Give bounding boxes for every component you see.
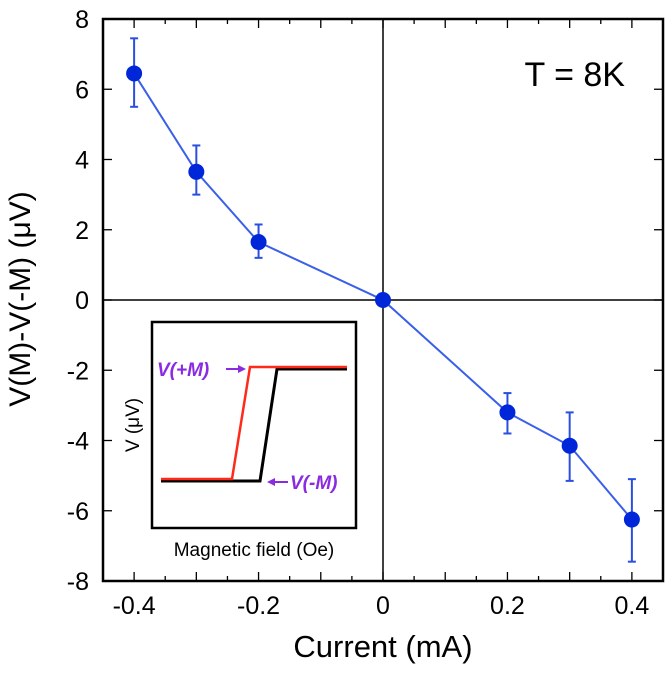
data-point xyxy=(561,437,578,454)
data-point xyxy=(188,163,205,180)
data-point xyxy=(250,234,267,251)
y-tick-label: 2 xyxy=(75,217,89,245)
y-tick-label: 0 xyxy=(75,287,89,315)
series xyxy=(126,37,640,563)
x-tick-label: 0.2 xyxy=(490,592,525,620)
x-tick-label: 0 xyxy=(376,592,390,620)
arrow-head-icon xyxy=(238,365,246,373)
y-tick-label: -2 xyxy=(67,357,89,385)
inset-x-label: Magnetic field (Oe) xyxy=(174,540,335,561)
y-tick-label: 4 xyxy=(75,147,89,175)
inset-y-label: V (μV) xyxy=(123,398,144,452)
y-tick-label: -6 xyxy=(67,498,89,526)
x-axis-label: Current (mA) xyxy=(293,629,472,664)
data-point xyxy=(375,292,391,308)
inset-frame xyxy=(150,320,358,530)
y-tick-label: 8 xyxy=(75,6,89,34)
x-tick-label: -0.2 xyxy=(237,592,280,620)
inset-label-minus-m: V(-M) xyxy=(290,473,337,494)
inset-plot: V(+M) V(-M) Magnetic field (Oe) V (μV) xyxy=(123,320,358,561)
y-tick-label: -8 xyxy=(67,568,89,596)
y-axis-label: V(M)-V(-M) (μV) xyxy=(4,191,37,407)
y-tick-label: -4 xyxy=(67,428,89,456)
axes: -0.4 -0.2 0 0.2 0.4 8 6 4 2 0 -2 -4 -6 -8 xyxy=(67,6,665,620)
x-tick-label: 0.4 xyxy=(615,592,650,620)
inset-label-plus-m: V(+M) xyxy=(157,360,209,381)
data-point xyxy=(499,404,516,421)
inset-curve-minus-m xyxy=(161,367,347,483)
x-tick-label: -0.4 xyxy=(113,592,156,620)
inset-curve-plus-m xyxy=(161,365,347,481)
data-point xyxy=(623,511,640,528)
y-tick-label: 6 xyxy=(75,76,89,104)
data-point xyxy=(126,65,143,82)
arrow-head-icon xyxy=(267,478,275,486)
annotation-temperature: T = 8K xyxy=(525,56,626,94)
